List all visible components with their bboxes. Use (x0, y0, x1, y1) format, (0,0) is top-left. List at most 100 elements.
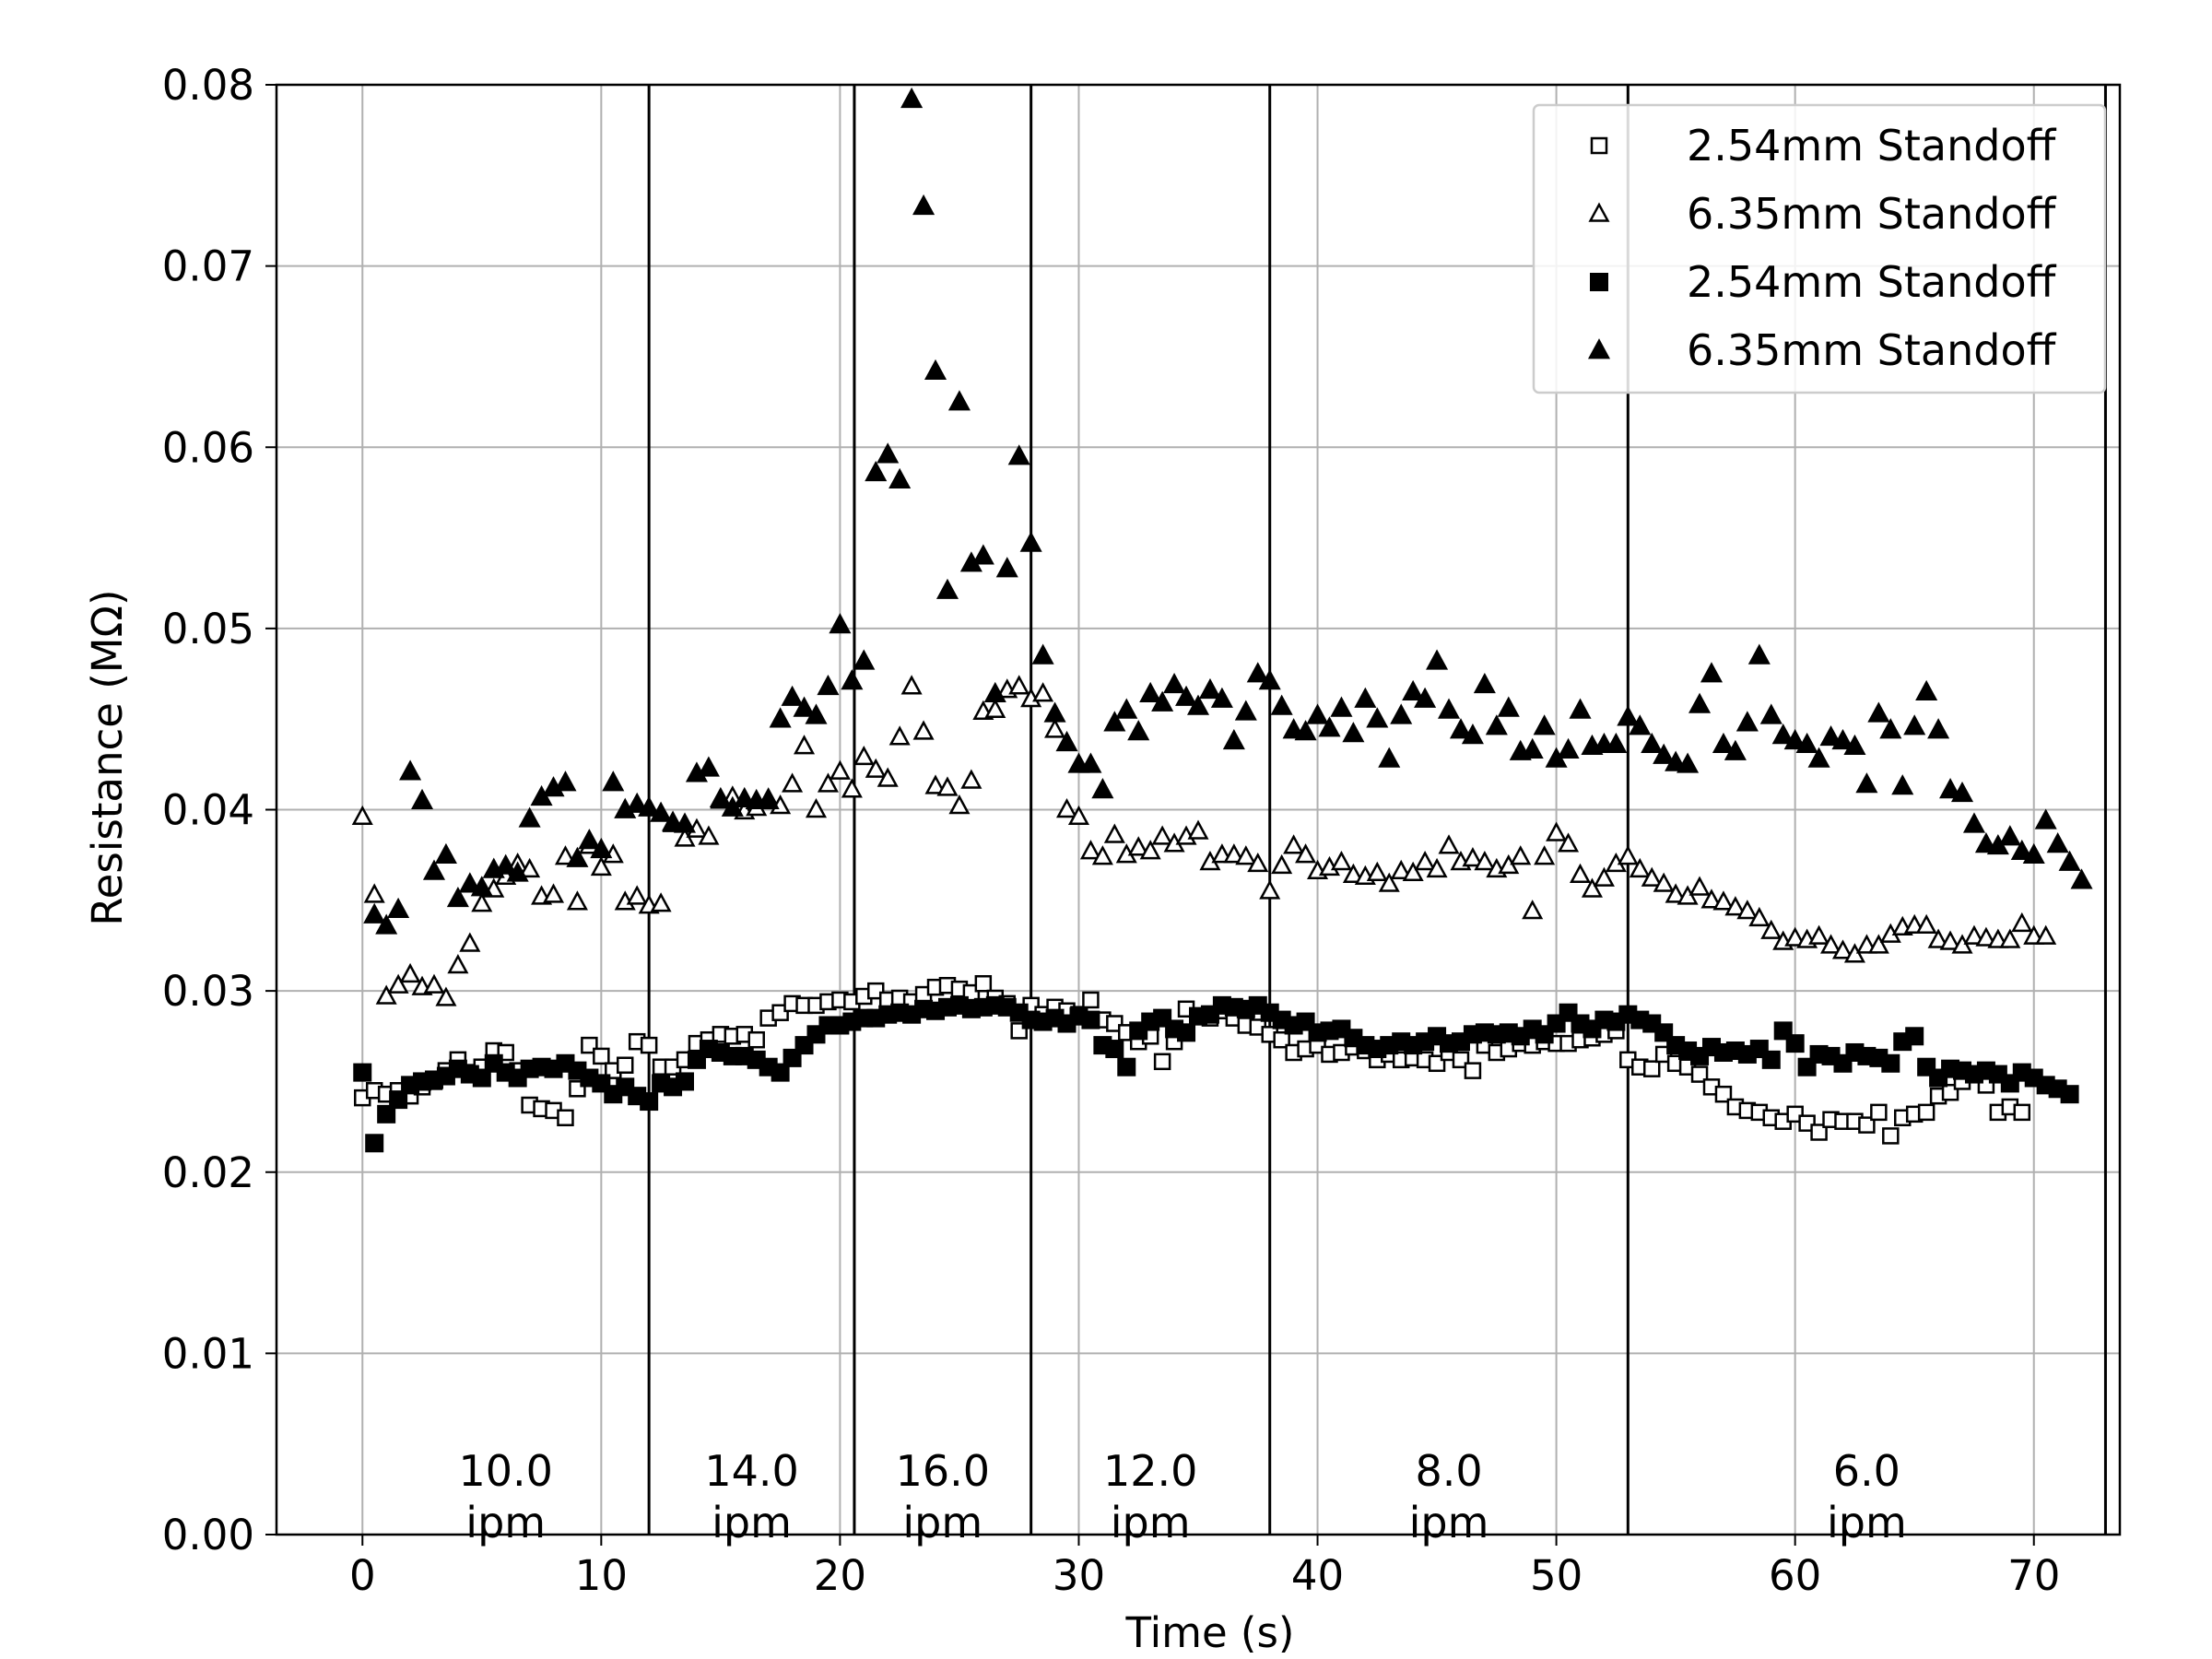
data-point-triangle-hollow (1223, 843, 1245, 864)
data-point-triangle-filled (1390, 703, 1413, 724)
data-point-square-filled (472, 1068, 491, 1088)
data-point-triangle-hollow (626, 885, 648, 905)
data-point-square-hollow (1870, 1103, 1888, 1122)
data-point-square-filled (377, 1104, 396, 1124)
data-point-square-filled (353, 1063, 372, 1082)
data-point-square-filled (1105, 1040, 1124, 1059)
legend-marker-2 (1588, 202, 1610, 222)
legend-marker-3 (1590, 273, 1608, 291)
y-tick-label: 0.03 (162, 967, 254, 1016)
data-point-triangle-hollow (1975, 926, 1997, 947)
segment-feed-rate: 10.0 (458, 1446, 552, 1496)
data-point-triangle-filled (1724, 739, 1747, 760)
data-point-triangle-filled (1258, 669, 1281, 690)
data-point-triangle-filled (793, 696, 816, 717)
data-point-triangle-filled (566, 846, 589, 867)
data-point-square-hollow (1714, 1085, 1733, 1103)
data-point-triangle-filled (1497, 696, 1520, 717)
data-point-triangle-hollow (948, 794, 971, 815)
data-point-triangle-hollow (817, 772, 839, 793)
data-point-triangle-filled (709, 786, 732, 808)
data-point-triangle-hollow (1939, 930, 1961, 950)
data-point-triangle-filled (1927, 718, 1950, 739)
data-point-triangle-filled (1127, 720, 1150, 741)
data-point-triangle-hollow (1629, 857, 1651, 878)
data-point-triangle-filled (1962, 812, 1986, 833)
x-tick-label: 20 (814, 1551, 866, 1600)
data-point-triangle-filled (900, 87, 924, 109)
data-point-triangle-hollow (1271, 853, 1293, 875)
y-tick-label: 0.01 (162, 1329, 254, 1378)
data-point-triangle-hollow (1736, 900, 1759, 920)
data-point-triangle-filled (375, 913, 398, 935)
data-point-triangle-hollow (351, 805, 373, 826)
data-point-triangle-filled (1139, 681, 1162, 702)
data-point-triangle-hollow (1032, 682, 1054, 702)
data-point-triangle-hollow (1151, 825, 1173, 845)
data-point-triangle-filled (1879, 718, 1902, 739)
y-tick-label: 0.08 (162, 61, 254, 110)
x-axis-label: Time (s) (1125, 1608, 1295, 1657)
data-point-triangle-filled (1031, 643, 1054, 665)
data-point-triangle-filled (1378, 747, 1401, 768)
data-point-triangle-hollow (1295, 843, 1317, 864)
data-point-square-hollow (1153, 1053, 1171, 1071)
data-point-triangle-filled (865, 460, 888, 482)
data-point-square-filled (771, 1063, 790, 1082)
data-point-triangle-filled (626, 792, 649, 813)
data-point-triangle-filled (1354, 687, 1377, 708)
segment-feed-unit: ipm (1111, 1498, 1191, 1547)
data-point-triangle-filled (1712, 732, 1735, 754)
data-point-square-hollow (2013, 1103, 2031, 1122)
data-point-triangle-hollow (519, 857, 541, 878)
data-point-triangle-filled (1771, 724, 1794, 745)
data-point-triangle-hollow (1593, 866, 1615, 887)
data-point-triangle-hollow (375, 984, 397, 1005)
data-point-triangle-hollow (1055, 797, 1078, 818)
data-points (351, 87, 2093, 1153)
data-point-triangle-filled (590, 837, 613, 859)
data-point-triangle-filled (638, 795, 661, 817)
data-point-triangle-hollow (1831, 939, 1854, 959)
y-axis-label: Resistance (MΩ) (83, 589, 132, 925)
data-point-triangle-filled (1043, 701, 1066, 723)
data-point-triangle-filled (1103, 711, 1126, 732)
data-point-triangle-filled (2010, 839, 2033, 861)
data-point-triangle-filled (829, 613, 852, 634)
data-point-triangle-hollow (1963, 924, 1985, 945)
data-point-triangle-filled (1186, 694, 1210, 715)
data-point-triangle-filled (602, 771, 625, 792)
x-tick-label: 10 (575, 1551, 628, 1600)
data-point-square-hollow (1882, 1127, 1900, 1145)
legend-label-3: 2.54mm Standoff (1687, 257, 2057, 307)
x-tick-label: 40 (1291, 1551, 1344, 1600)
data-point-triangle-hollow (1641, 866, 1663, 887)
data-point-square-filled (1177, 1023, 1196, 1042)
data-point-triangle-hollow (1724, 896, 1747, 916)
data-point-triangle-hollow (650, 892, 672, 912)
data-point-triangle-filled (1366, 707, 1389, 728)
data-point-square-filled (1761, 1050, 1781, 1069)
segment-feed-rate: 6.0 (1833, 1446, 1900, 1496)
data-point-triangle-filled (1151, 690, 1174, 712)
data-point-triangle-filled (1414, 687, 1437, 708)
data-point-triangle-filled (1759, 703, 1783, 724)
data-point-triangle-hollow (794, 735, 816, 755)
data-point-triangle-hollow (698, 825, 720, 845)
data-point-triangle-hollow (960, 769, 982, 789)
data-point-triangle-filled (1115, 698, 1138, 719)
data-point-triangle-filled (410, 788, 434, 810)
segment-feed-unit: ipm (465, 1498, 546, 1547)
data-point-triangle-filled (1677, 752, 1700, 773)
data-point-triangle-hollow (877, 767, 899, 787)
data-point-triangle-filled (1629, 714, 1652, 735)
data-point-triangle-filled (1939, 778, 1962, 799)
data-point-triangle-filled (1819, 725, 1842, 747)
data-point-triangle-hollow (1079, 840, 1101, 860)
data-point-triangle-hollow (1546, 821, 1568, 841)
segment-feed-rate: 12.0 (1103, 1446, 1197, 1496)
data-point-triangle-filled (1605, 732, 1628, 754)
data-point-triangle-hollow (1569, 863, 1592, 883)
data-point-triangle-hollow (1008, 675, 1030, 695)
data-point-triangle-filled (1783, 728, 1806, 750)
